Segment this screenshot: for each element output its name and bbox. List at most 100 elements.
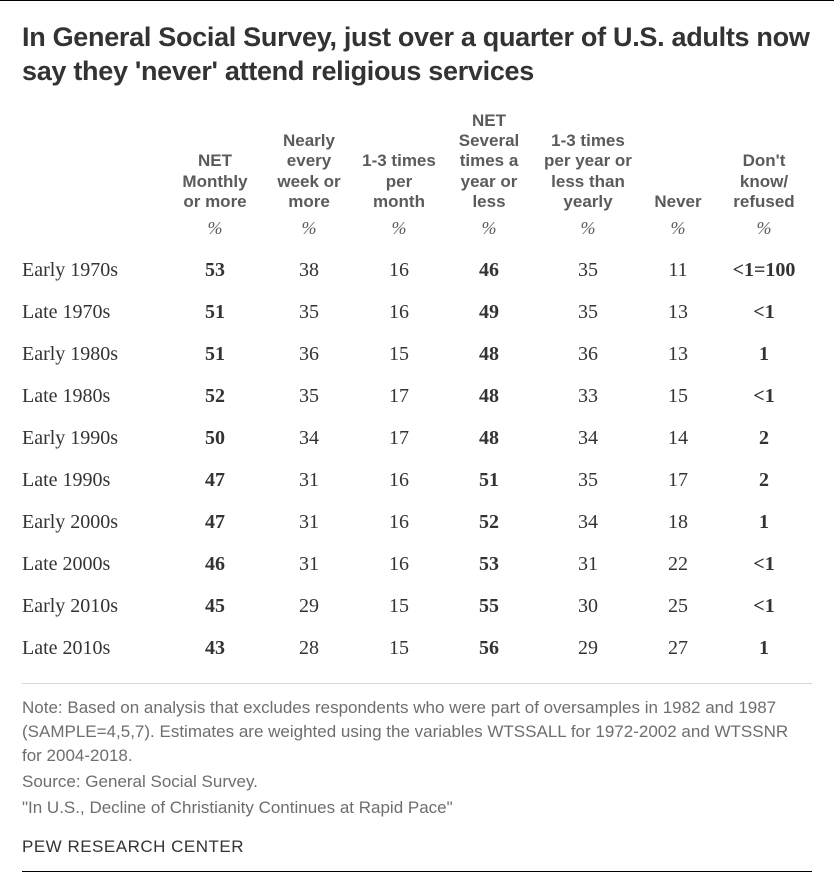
data-cell: 15 xyxy=(640,375,716,417)
row-label: Late 1970s xyxy=(22,291,168,333)
table-row: Late 2000s463116533122<1 xyxy=(22,543,812,585)
data-cell: 17 xyxy=(356,417,442,459)
table-body: Early 1970s533816463511<1=100Late 1970s5… xyxy=(22,249,812,669)
header-row: NET Monthly or moreNearly every week or … xyxy=(22,107,812,217)
data-cell: 16 xyxy=(356,291,442,333)
data-cell: 36 xyxy=(262,333,356,375)
row-label: Early 1980s xyxy=(22,333,168,375)
data-cell: <1 xyxy=(716,585,812,627)
data-cell: 35 xyxy=(536,459,640,501)
row-label: Late 1980s xyxy=(22,375,168,417)
table-card: In General Social Survey, just over a qu… xyxy=(0,0,834,890)
row-label: Late 2000s xyxy=(22,543,168,585)
data-cell: 35 xyxy=(536,291,640,333)
column-header: 1-3 times per month xyxy=(356,107,442,217)
data-cell: 46 xyxy=(168,543,262,585)
data-cell: 38 xyxy=(262,249,356,291)
data-cell: 17 xyxy=(640,459,716,501)
data-cell: 51 xyxy=(168,291,262,333)
data-cell: 55 xyxy=(442,585,536,627)
data-cell: 43 xyxy=(168,627,262,669)
note-line: "In U.S., Decline of Christianity Contin… xyxy=(22,796,812,820)
unit-cell: % xyxy=(356,216,442,249)
data-cell: 16 xyxy=(356,543,442,585)
table-head: NET Monthly or moreNearly every week or … xyxy=(22,107,812,217)
data-cell: 53 xyxy=(168,249,262,291)
data-cell: 52 xyxy=(442,501,536,543)
data-cell: 27 xyxy=(640,627,716,669)
data-cell: 28 xyxy=(262,627,356,669)
column-header xyxy=(22,107,168,217)
data-cell: 34 xyxy=(536,417,640,459)
data-cell: 13 xyxy=(640,333,716,375)
data-cell: 31 xyxy=(262,459,356,501)
unit-cell: % xyxy=(536,216,640,249)
data-cell: 45 xyxy=(168,585,262,627)
data-cell: 1 xyxy=(716,333,812,375)
column-header: Don't know/ refused xyxy=(716,107,812,217)
data-cell: 29 xyxy=(262,585,356,627)
row-label: Early 2010s xyxy=(22,585,168,627)
data-table: NET Monthly or moreNearly every week or … xyxy=(22,107,812,670)
data-cell: 53 xyxy=(442,543,536,585)
data-cell: 16 xyxy=(356,249,442,291)
data-cell: 48 xyxy=(442,417,536,459)
data-cell: 15 xyxy=(356,585,442,627)
unit-cell: % xyxy=(262,216,356,249)
data-cell: 13 xyxy=(640,291,716,333)
unit-cell: % xyxy=(640,216,716,249)
data-cell: 17 xyxy=(356,375,442,417)
table-row: Early 1970s533816463511<1=100 xyxy=(22,249,812,291)
data-cell: 15 xyxy=(356,627,442,669)
data-cell: 31 xyxy=(262,543,356,585)
data-cell: 1 xyxy=(716,501,812,543)
data-cell: 35 xyxy=(262,375,356,417)
data-cell: 46 xyxy=(442,249,536,291)
data-cell: 47 xyxy=(168,501,262,543)
column-header: Nearly every week or more xyxy=(262,107,356,217)
data-cell: 22 xyxy=(640,543,716,585)
data-cell: 49 xyxy=(442,291,536,333)
data-cell: 35 xyxy=(536,249,640,291)
unit-row: %%%%%%% xyxy=(22,216,812,249)
data-cell: 1 xyxy=(716,627,812,669)
data-cell: 33 xyxy=(536,375,640,417)
data-cell: <1=100 xyxy=(716,249,812,291)
row-label: Early 2000s xyxy=(22,501,168,543)
data-cell: 11 xyxy=(640,249,716,291)
table-row: Early 1990s5034174834142 xyxy=(22,417,812,459)
footer-brand: PEW RESEARCH CENTER xyxy=(22,837,812,872)
data-cell: 16 xyxy=(356,501,442,543)
data-cell: 52 xyxy=(168,375,262,417)
data-cell: 50 xyxy=(168,417,262,459)
table-row: Early 2000s4731165234181 xyxy=(22,501,812,543)
data-cell: 29 xyxy=(536,627,640,669)
column-header: Never xyxy=(640,107,716,217)
table-row: Late 1980s523517483315<1 xyxy=(22,375,812,417)
data-cell: <1 xyxy=(716,543,812,585)
data-cell: 14 xyxy=(640,417,716,459)
data-cell: 48 xyxy=(442,375,536,417)
row-label: Late 2010s xyxy=(22,627,168,669)
data-cell: <1 xyxy=(716,291,812,333)
unit-cell: % xyxy=(716,216,812,249)
data-cell: 48 xyxy=(442,333,536,375)
column-header: NET Monthly or more xyxy=(168,107,262,217)
table-row: Early 2010s452915553025<1 xyxy=(22,585,812,627)
row-label: Late 1990s xyxy=(22,459,168,501)
data-cell: 47 xyxy=(168,459,262,501)
note-line: Source: General Social Survey. xyxy=(22,770,812,794)
table-row: Late 2010s4328155629271 xyxy=(22,627,812,669)
row-label: Early 1990s xyxy=(22,417,168,459)
unit-cell: % xyxy=(442,216,536,249)
data-cell: 31 xyxy=(536,543,640,585)
row-label: Early 1970s xyxy=(22,249,168,291)
table-row: Early 1980s5136154836131 xyxy=(22,333,812,375)
data-cell: 18 xyxy=(640,501,716,543)
data-cell: 34 xyxy=(536,501,640,543)
data-cell: 25 xyxy=(640,585,716,627)
data-cell: 36 xyxy=(536,333,640,375)
data-cell: 51 xyxy=(168,333,262,375)
data-cell: 15 xyxy=(356,333,442,375)
column-header: 1-3 times per year or less than yearly xyxy=(536,107,640,217)
